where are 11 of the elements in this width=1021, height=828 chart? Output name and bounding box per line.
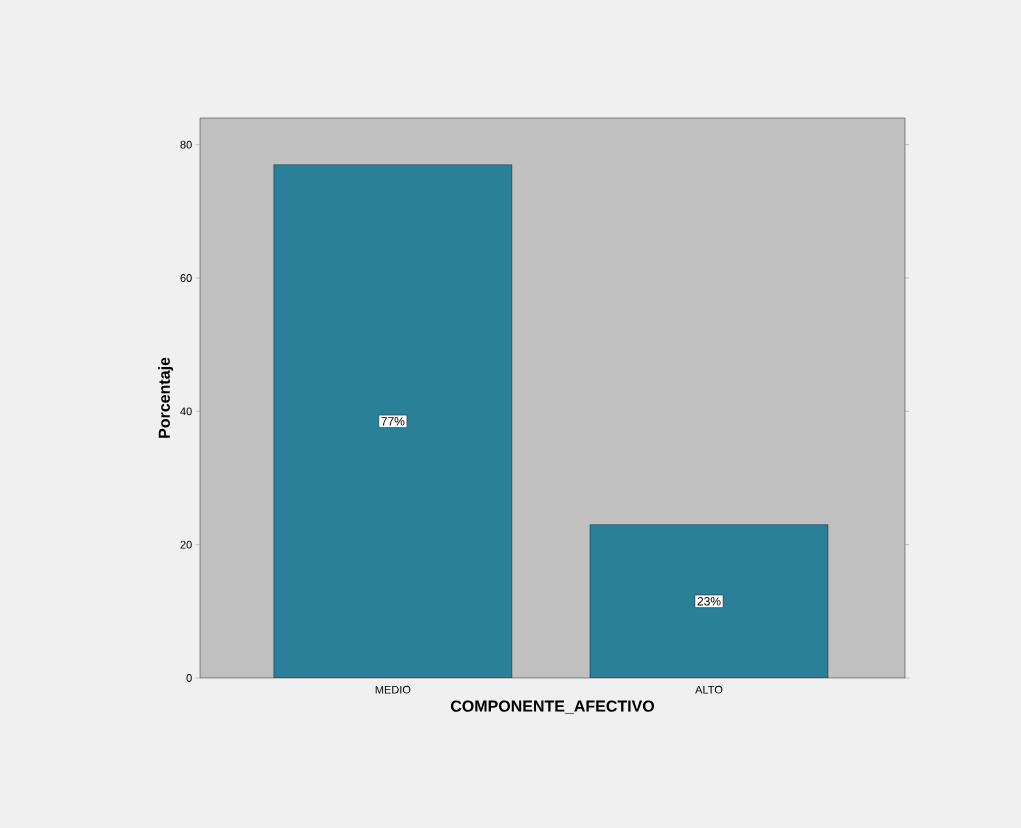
y-tick-label: 0	[186, 674, 192, 682]
x-tick-label: MEDIO	[375, 685, 411, 694]
x-axis-title: COMPONENTE_AFECTIVO	[450, 700, 655, 714]
y-tick-label: 60	[180, 274, 192, 282]
y-tick-label: 80	[180, 140, 192, 149]
y-tick-label: 20	[180, 540, 192, 549]
y-axis-title: Porcentaje	[158, 357, 174, 438]
x-tick-label: ALTO	[695, 685, 723, 694]
data-label: 23%	[697, 597, 721, 606]
data-label: 77%	[381, 417, 405, 426]
y-tick-label: 40	[180, 407, 192, 416]
